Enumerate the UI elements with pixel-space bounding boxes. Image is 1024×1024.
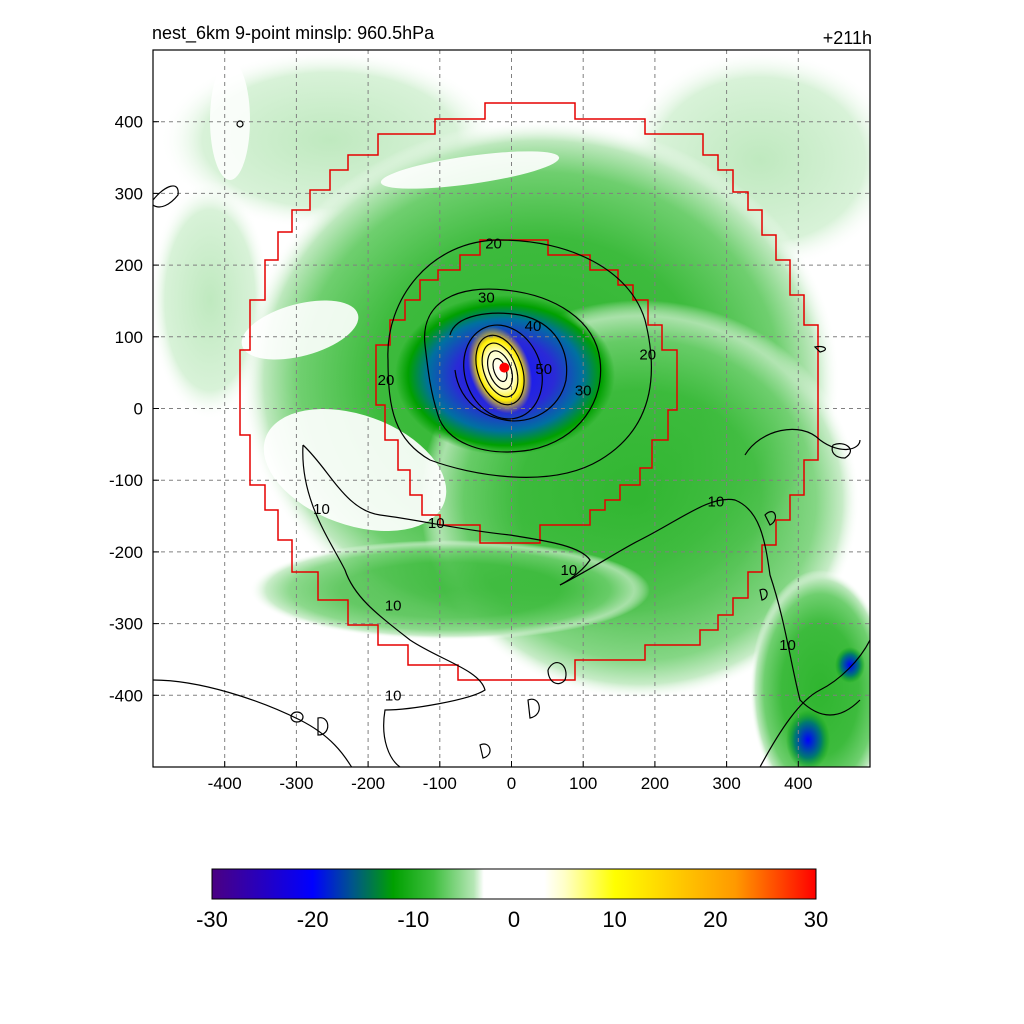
contour-30 <box>424 288 602 453</box>
y-tick-label: 400 <box>115 113 143 132</box>
plot-title: nest_6km 9-point minslp: 960.5hPa <box>152 23 435 43</box>
contour-ne-small <box>813 345 827 353</box>
x-tick-label: -100 <box>423 774 457 793</box>
contour-eye-1 <box>475 334 525 406</box>
contour-label: 30 <box>575 383 592 400</box>
contour-label: 10 <box>385 687 402 704</box>
x-tick-label: 100 <box>569 774 597 793</box>
colorbar-labels: -30 -20 -10 0 10 20 30 <box>196 907 828 932</box>
x-tick-label: -300 <box>279 774 313 793</box>
colorbar: -30 -20 -10 0 10 20 30 <box>196 868 828 932</box>
y-tick-label: 200 <box>115 256 143 275</box>
contour-s-3 <box>527 698 540 719</box>
colorbar-label: -10 <box>397 907 429 932</box>
colorbar-label: 30 <box>804 907 828 932</box>
contour-labels: 20 30 40 50 30 20 20 10 10 10 10 10 10 10 <box>313 236 796 705</box>
contour-10-south <box>153 679 353 767</box>
contour-label: 10 <box>428 515 445 532</box>
colorbar-label: 20 <box>703 907 727 932</box>
nest-boundaries <box>239 102 819 681</box>
contour-label: 10 <box>385 598 402 615</box>
contour-10-ne <box>744 428 861 456</box>
x-tick-label: -200 <box>351 774 385 793</box>
y-tick-label: 0 <box>134 400 143 419</box>
y-tick-label: -100 <box>109 471 143 490</box>
contours <box>153 120 870 767</box>
contour-10-sw <box>302 444 486 767</box>
contour-label: 10 <box>708 494 725 511</box>
contour-label: 40 <box>525 318 542 335</box>
contour-10-east <box>559 498 861 716</box>
inner-nest-boundary <box>375 239 678 544</box>
colorbar-label: -30 <box>196 907 228 932</box>
contour-label: 20 <box>378 372 395 389</box>
y-tick-label: 300 <box>115 184 143 203</box>
contour-s-4 <box>547 662 567 685</box>
contour-label: 20 <box>485 236 502 253</box>
x-tick-label: 200 <box>641 774 669 793</box>
contour-eye-2 <box>481 342 519 398</box>
contour-s-2 <box>317 717 329 736</box>
y-tick-label: -300 <box>109 615 143 634</box>
colorbar-label: 0 <box>508 907 520 932</box>
contour-s-1 <box>290 711 304 723</box>
colorbar-bar <box>212 869 816 899</box>
contour-label: 10 <box>779 637 796 654</box>
contour-nw-1 <box>153 185 179 208</box>
contour-e-3 <box>831 443 851 459</box>
outer-nest-boundary <box>239 102 819 681</box>
contour-label: 20 <box>639 347 656 364</box>
y-tick-label: -200 <box>109 543 143 562</box>
x-axis: -400 -300 -200 -100 0 100 200 300 400 <box>208 761 812 793</box>
contour-e-2 <box>759 588 768 601</box>
x-tick-label: 300 <box>712 774 740 793</box>
contour-10-west <box>302 444 591 586</box>
colorbar-frame <box>211 868 817 900</box>
contour-label: 10 <box>313 501 330 518</box>
contour-20-inner <box>387 239 652 478</box>
storm-center-marker <box>499 362 510 373</box>
colorbar-label: 10 <box>602 907 626 932</box>
contour-e-1 <box>764 511 777 526</box>
contour-40 <box>449 312 568 422</box>
y-tick-label: 100 <box>115 328 143 347</box>
contour-s-5 <box>479 743 491 759</box>
x-tick-label: 400 <box>784 774 812 793</box>
y-tick-label: -400 <box>109 686 143 705</box>
y-axis: -400 -300 -200 -100 0 100 200 300 400 <box>109 113 159 705</box>
contour-eye-3 <box>487 350 513 390</box>
contour-nw-2 <box>236 120 244 128</box>
x-tick-label: -400 <box>208 774 242 793</box>
contour-10-se <box>759 639 870 767</box>
contour-label: 10 <box>561 562 578 579</box>
contour-label: 30 <box>478 289 495 306</box>
forecast-hour: +211h <box>822 28 872 48</box>
contour-50 <box>463 324 543 420</box>
x-tick-label: 0 <box>507 774 516 793</box>
contour-label: 50 <box>535 361 552 378</box>
colorbar-label: -20 <box>297 907 329 932</box>
